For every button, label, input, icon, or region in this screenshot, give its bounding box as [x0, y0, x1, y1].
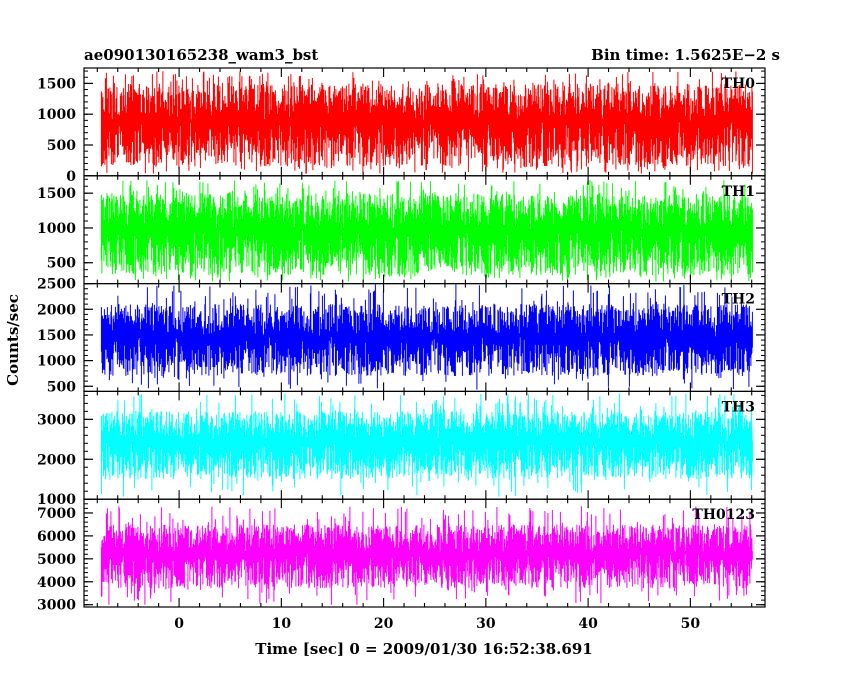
chart-title-left: ae090130165238_wam3_bst — [84, 46, 318, 64]
frame-layer — [83, 67, 766, 608]
series-line-th0123 — [100, 506, 753, 605]
x-tick-label: 10 — [272, 616, 292, 632]
series-line-th3 — [100, 393, 753, 497]
panel-label-th0: TH0 — [722, 76, 756, 92]
y-tick-label: 1000 — [37, 354, 76, 370]
x-axis-label: Time [sec] 0 = 2009/01/30 16:52:38.691 — [255, 640, 592, 658]
y-tick-label: 500 — [47, 138, 76, 154]
y-tick-label: 1000 — [37, 221, 76, 237]
panel-label-th2: TH2 — [722, 292, 755, 308]
y-tick-label: 2000 — [37, 302, 76, 318]
chart-title-right: Bin time: 1.5625E−2 s — [591, 46, 780, 64]
y-tick-label: 3000 — [37, 598, 76, 614]
y-tick-label: 1500 — [37, 186, 76, 202]
x-tick-label: 0 — [174, 616, 184, 632]
panel-label-th3: TH3 — [722, 399, 755, 415]
y-tick-label: 500 — [47, 379, 76, 395]
series-line-th2 — [100, 284, 753, 390]
y-tick-label: 4000 — [37, 575, 76, 591]
y-tick-label: 1500 — [37, 328, 76, 344]
panel-label-th0123: TH0123 — [692, 507, 755, 523]
x-tick-label: 20 — [374, 616, 394, 632]
y-tick-label: 500 — [47, 256, 76, 272]
x-tick-label: 40 — [578, 616, 598, 632]
y-tick-label: 2000 — [37, 452, 76, 468]
y-tick-label: 2500 — [37, 277, 76, 293]
y-tick-label: 1000 — [37, 107, 76, 123]
y-axis-label: Counts/sec — [4, 294, 22, 386]
y-tick-label: 0 — [66, 169, 76, 185]
series-layer — [100, 71, 753, 605]
series-line-th1 — [100, 180, 753, 282]
y-tick-label: 5000 — [37, 552, 76, 568]
panel-label-th1: TH1 — [722, 184, 755, 200]
x-tick-label: 30 — [476, 616, 496, 632]
y-tick-label: 6000 — [37, 529, 76, 545]
y-tick-label: 1000 — [37, 492, 76, 508]
x-tick-label: 50 — [681, 616, 701, 632]
y-tick-label: 1500 — [37, 76, 76, 92]
text-layer: ae090130165238_wam3_bst Bin time: 1.5625… — [4, 46, 780, 658]
y-tick-label: 7000 — [37, 506, 76, 522]
y-tick-label: 3000 — [37, 412, 76, 428]
series-line-th0 — [100, 71, 753, 174]
